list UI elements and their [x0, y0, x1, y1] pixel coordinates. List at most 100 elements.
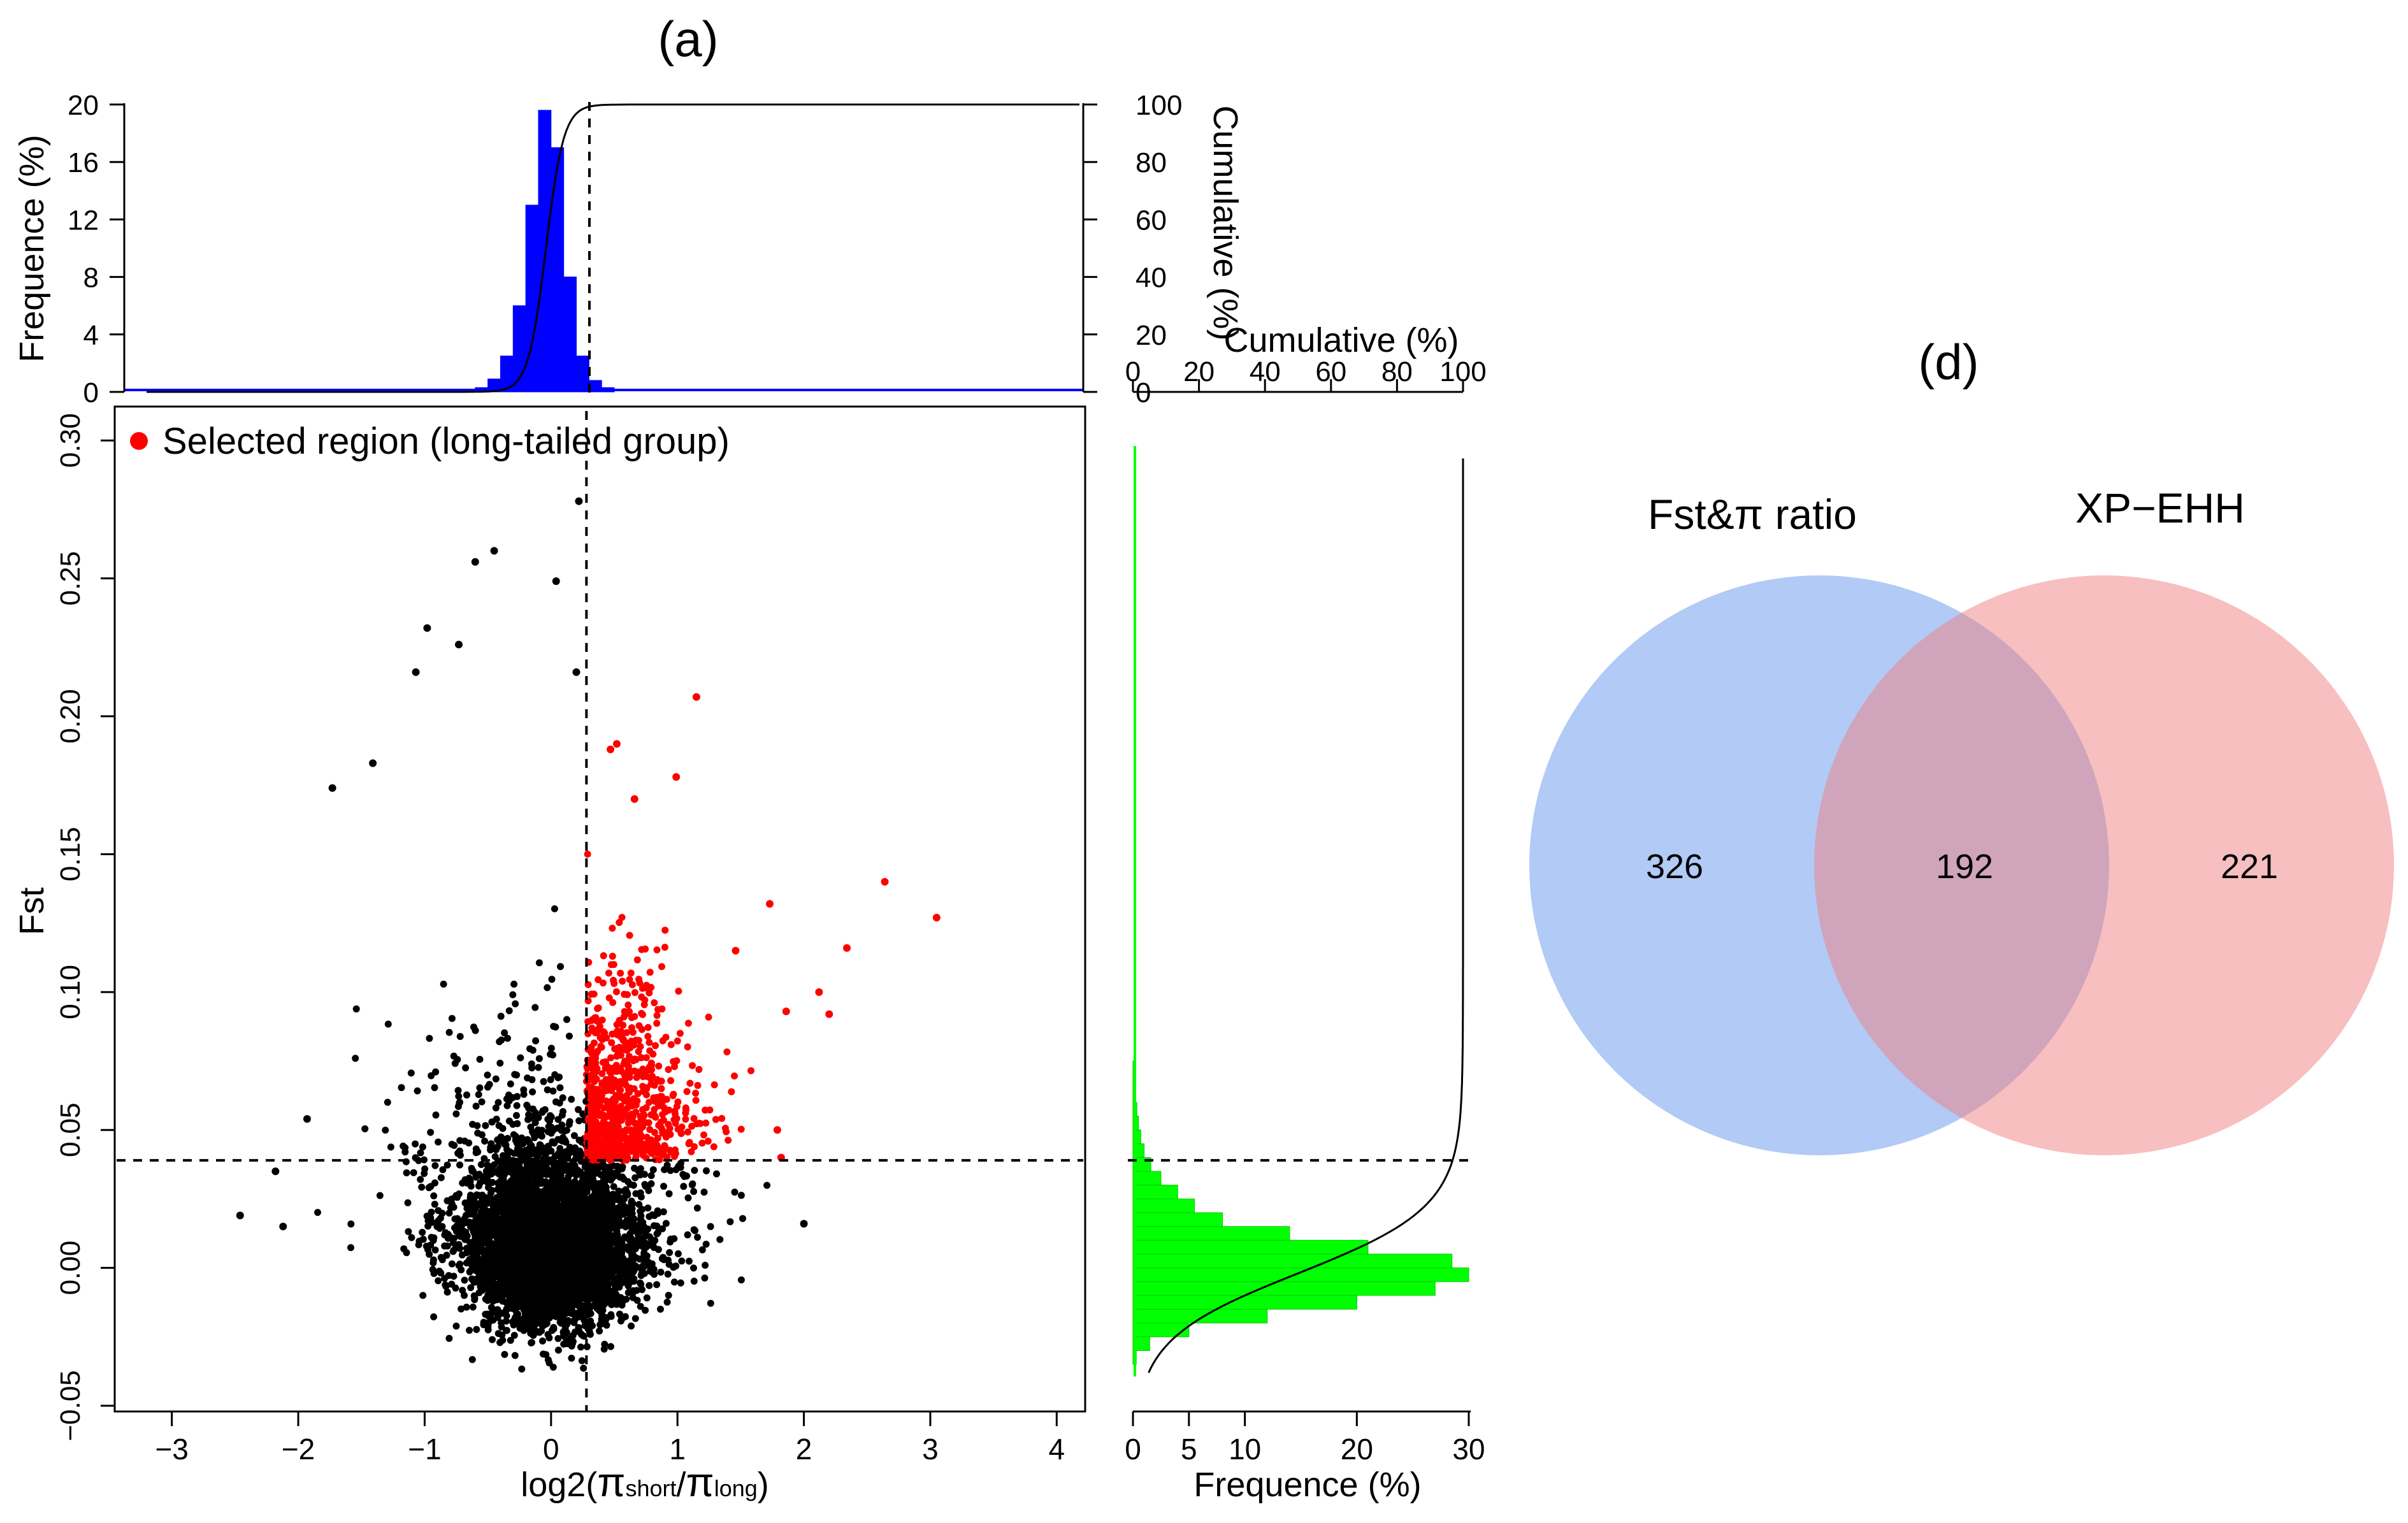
scatter-point	[698, 1246, 706, 1253]
scatter-point	[435, 1207, 442, 1215]
scatter-point	[476, 1084, 484, 1092]
scatter-point	[642, 1306, 649, 1314]
scatter-point	[525, 1158, 532, 1166]
scatter-point	[428, 1218, 436, 1226]
top-y-tick-label: 12	[68, 205, 99, 236]
scatter-point	[473, 1267, 480, 1274]
scatter-point	[482, 1311, 489, 1318]
scatter-point	[631, 1315, 639, 1322]
scatter-point	[562, 1227, 570, 1235]
scatter-point	[495, 1180, 503, 1188]
top-histogram-bar	[575, 356, 589, 393]
scatter-point	[559, 1166, 566, 1174]
scatter-point	[456, 1260, 464, 1268]
scatter-point	[523, 1195, 530, 1202]
scatter-point	[499, 1125, 507, 1132]
scatter-point	[568, 1285, 575, 1292]
scatter-point	[559, 1315, 566, 1322]
scatter-point	[558, 1215, 566, 1223]
scatter-point	[429, 1256, 437, 1264]
scatter-point	[407, 1069, 415, 1077]
scatter-point	[645, 1281, 653, 1289]
scatter-point	[544, 1145, 552, 1153]
scatter-point	[476, 1055, 484, 1063]
scatter-point	[633, 1287, 640, 1294]
scatter-point	[480, 1321, 487, 1329]
scatter-point	[491, 1255, 499, 1262]
scatter-point	[586, 1304, 594, 1312]
scatter-point	[445, 1334, 453, 1342]
scatter-point	[477, 1260, 484, 1267]
scatter-point	[544, 984, 551, 992]
scatter-point	[499, 1225, 507, 1232]
scatter-point	[518, 1365, 526, 1373]
scatter-point	[531, 1214, 538, 1222]
scatter-point	[461, 1276, 468, 1284]
scatter-point	[467, 1223, 475, 1231]
top-histogram-bar	[551, 147, 565, 393]
scatter-point	[517, 1221, 525, 1229]
scatter-point	[454, 1086, 462, 1094]
scatter-point	[498, 1293, 506, 1301]
scatter-point	[558, 1178, 566, 1186]
scatter-point	[507, 1080, 514, 1088]
scatter-point	[435, 1138, 442, 1146]
scatter-point	[517, 1151, 524, 1158]
scatter-point	[616, 1222, 623, 1229]
scatter-point	[450, 1273, 458, 1280]
scatter-point	[579, 1332, 586, 1339]
scatter-point	[533, 1152, 541, 1160]
scatter-point	[561, 1323, 569, 1331]
scatter-point	[428, 1208, 435, 1216]
scatter-point	[547, 1044, 555, 1052]
scatter-point	[497, 1013, 505, 1020]
scatter-point	[563, 1016, 570, 1023]
scatter-point	[605, 1271, 613, 1279]
scatter-point	[484, 1292, 492, 1299]
scatter-point	[550, 1023, 558, 1030]
scatter-point	[654, 1207, 661, 1215]
scatter-point	[524, 1136, 531, 1143]
scatter-point	[739, 1215, 746, 1222]
scatter-point	[540, 1078, 547, 1085]
scatter-point	[647, 1180, 655, 1188]
scatter-point	[435, 1267, 443, 1275]
scatter-point	[509, 1094, 517, 1101]
scatter-point	[763, 1181, 771, 1189]
scatter-point	[485, 1184, 492, 1191]
scatter-point	[454, 1056, 461, 1064]
top-y2-tick-label: 60	[1136, 205, 1167, 236]
scatter-point	[621, 1234, 629, 1241]
scatter-point	[438, 1256, 446, 1264]
scatter-point	[485, 1241, 493, 1248]
scatter-point	[616, 1310, 623, 1318]
scatter-point	[461, 1292, 468, 1299]
scatter-point	[551, 1166, 559, 1173]
scatter-point	[562, 1334, 569, 1341]
scatter-point	[484, 1208, 492, 1215]
scatter-point	[622, 1313, 629, 1320]
scatter-point	[491, 1220, 498, 1227]
scatter-point	[657, 1306, 664, 1313]
scatter-point	[539, 1337, 546, 1345]
scatter-point	[430, 1313, 438, 1320]
scatter-point	[515, 1195, 523, 1202]
scatter-point	[515, 1284, 523, 1292]
scatter-point	[432, 1111, 440, 1119]
scatter-point	[637, 1280, 645, 1288]
scatter-point	[475, 1182, 482, 1190]
scatter-point	[543, 1171, 551, 1178]
scatter-point	[572, 1155, 580, 1162]
scatter-point	[550, 1324, 558, 1331]
scatter-point	[667, 1238, 674, 1246]
scatter-point	[473, 1325, 480, 1333]
scatter-point	[596, 1327, 603, 1335]
scatter-point	[487, 1146, 494, 1154]
scatter-point	[629, 1294, 637, 1301]
scatter-point	[510, 1208, 517, 1215]
scatter-point	[606, 1224, 613, 1232]
scatter-point	[535, 1064, 542, 1071]
scatter-point	[570, 1319, 578, 1326]
scatter-point	[486, 1081, 493, 1088]
